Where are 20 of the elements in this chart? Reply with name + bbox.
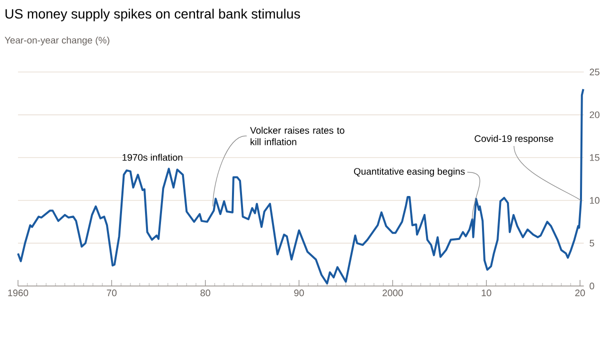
line-series: [17, 88, 584, 284]
x-tick-label: 90: [294, 290, 304, 296]
y-tick-label: 10: [590, 197, 600, 204]
chart-subtitle: Year-on-year change (%): [4, 36, 110, 46]
x-tick-label: 2000: [382, 290, 403, 296]
y-tick-label: 25: [590, 68, 600, 76]
annotation: Quantitative easing begins: [354, 168, 465, 177]
annotation: Volcker raises rates to kill inflation: [250, 126, 344, 146]
x-tick-label: 70: [106, 290, 117, 296]
y-tick-label: 20: [590, 111, 600, 118]
chart-title: US money supply spikes on central bank stimulus: [6, 8, 300, 22]
y-tick-label: 0: [590, 282, 594, 290]
x-tick-label: 10: [482, 290, 492, 296]
x-tick-label: 1960: [8, 290, 28, 296]
y-tick-label: 15: [590, 154, 600, 161]
x-tick-label: 20: [575, 290, 585, 296]
y-tick-label: 5: [590, 240, 594, 247]
annotation: Covid-19 response: [474, 134, 554, 144]
annotation: 1970s inflation: [122, 154, 182, 161]
x-tick-label: 80: [200, 290, 210, 296]
